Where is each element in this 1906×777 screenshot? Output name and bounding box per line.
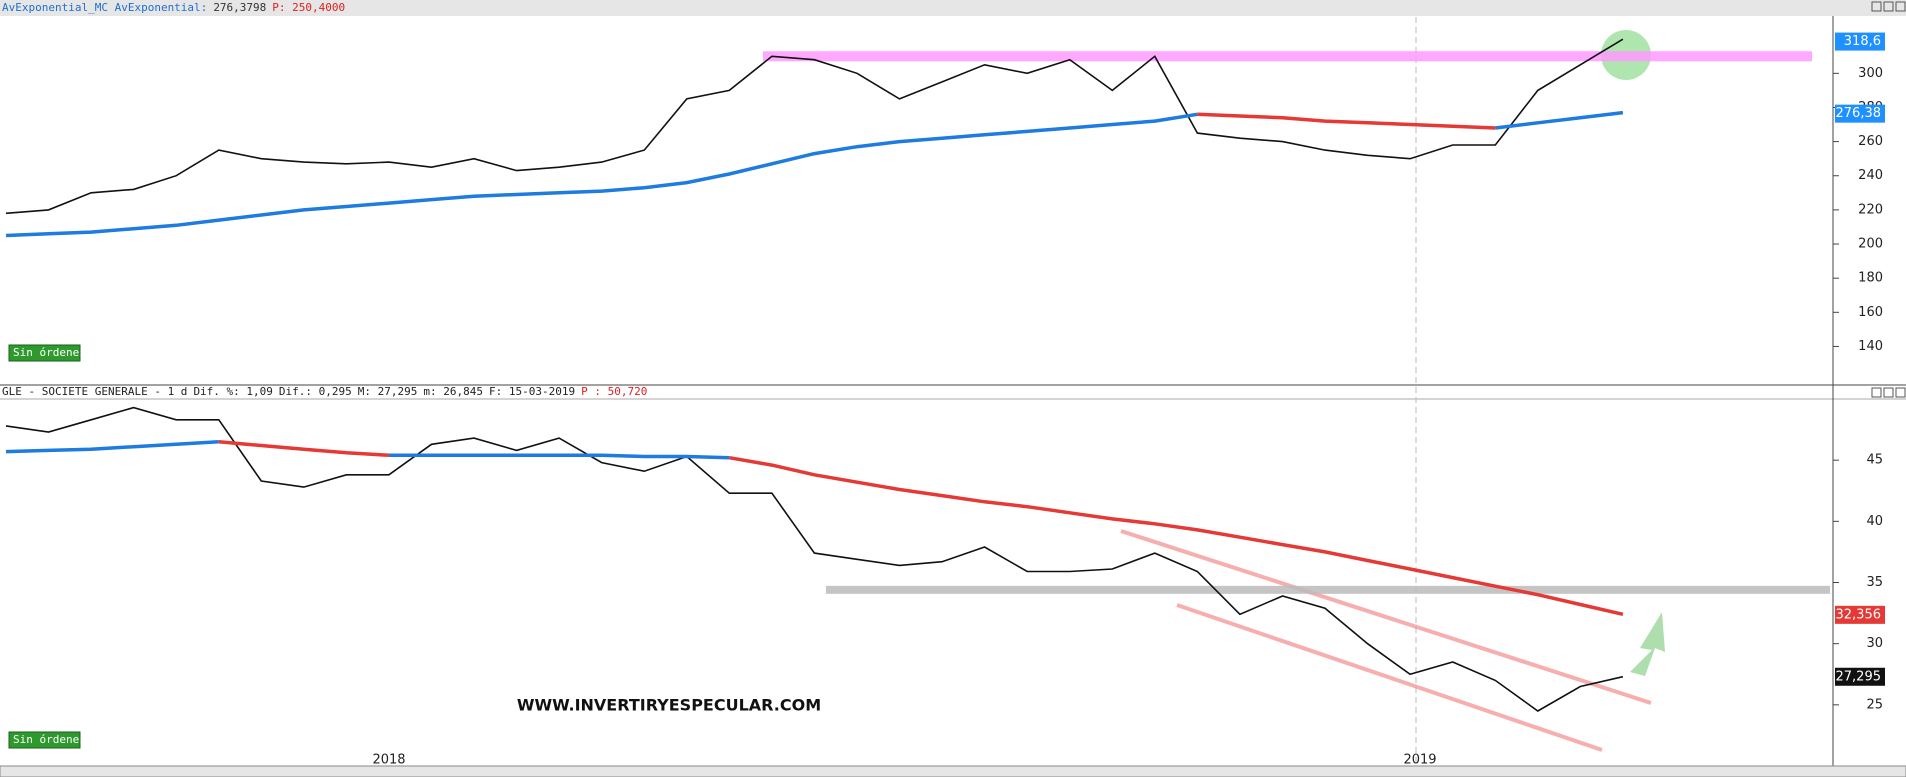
channel-line [1176,603,1603,752]
y-tick-label: 140 [1858,339,1883,354]
channel-line [1120,529,1652,705]
last-value-label: 27,295 [1836,669,1882,684]
date-strip [0,765,1906,777]
moving-average [1197,112,1496,130]
panel-header: AvExponential_MC AvExponential: 276,3798 P… [2,1,345,14]
header-text: P: 250,4000 [272,1,345,14]
y-tick-label: 300 [1858,66,1883,81]
y-tick-label: 240 [1858,168,1883,183]
window-button[interactable] [1895,1,1906,12]
y-tick-label: 45 [1866,453,1883,468]
watermark: WWW.INVERTIRYESPECULAR.COM [517,696,821,715]
status-badge [8,344,81,362]
last-value-box [1835,605,1885,624]
last-value-label: 32,356 [1836,607,1882,622]
y-tick-label: 260 [1858,134,1883,149]
y-tick-label: 200 [1858,237,1883,252]
window-button[interactable] [1871,1,1882,12]
last-value-box [1835,104,1885,123]
moving-average [5,440,730,460]
header-text: GLE - SOCIETE GENERALE - 1 d [2,385,187,398]
status-text: Sin órdenes [13,733,86,746]
last-value-box [1835,32,1885,51]
moving-average [218,440,1624,617]
y-tick-label: 220 [1858,202,1883,217]
moving-average [5,110,1624,238]
header-text: 276,3798 [213,1,266,14]
last-value-label: 318,6 [1844,34,1881,49]
y-tick-label: 160 [1858,305,1883,320]
last-value-label: 276,38 [1836,106,1882,121]
price-line [5,38,1624,215]
horizontal-level [826,585,1830,594]
header-text: M: 27,295 [358,385,418,398]
header-bar [0,0,1906,16]
header-text: F: 15-03-2019 [489,385,575,398]
panel-header: GLE - SOCIETE GENERALE - 1 d Dif. %: 1,09… [2,385,647,398]
year-label: 2018 [372,753,405,768]
y-tick-label: 40 [1866,514,1883,529]
price-line [5,406,1624,712]
horizontal-level [763,51,1812,62]
year-label: 2019 [1403,753,1436,768]
status-badge [8,731,81,749]
header-text: Dif. %: 1,09 [193,385,272,398]
y-tick-label: 35 [1866,575,1883,590]
y-tick-label: 30 [1866,636,1883,651]
header-text: Dif.: 0,295 [279,385,352,398]
last-value-box [1835,667,1885,686]
window-button[interactable] [1895,387,1906,398]
window-controls[interactable] [1871,1,1906,398]
window-button[interactable] [1883,387,1894,398]
y-tick-label: 180 [1858,271,1883,286]
window-button[interactable] [1883,1,1894,12]
status-text: Sin órdenes [13,346,86,359]
header-text: m: 26,845 [423,385,483,398]
window-button[interactable] [1871,387,1882,398]
header-text: P : 50,720 [581,385,647,398]
arrow [1630,612,1665,676]
header-text: AvExponential_MC AvExponential: [2,1,207,14]
y-tick-label: 25 [1866,697,1883,712]
